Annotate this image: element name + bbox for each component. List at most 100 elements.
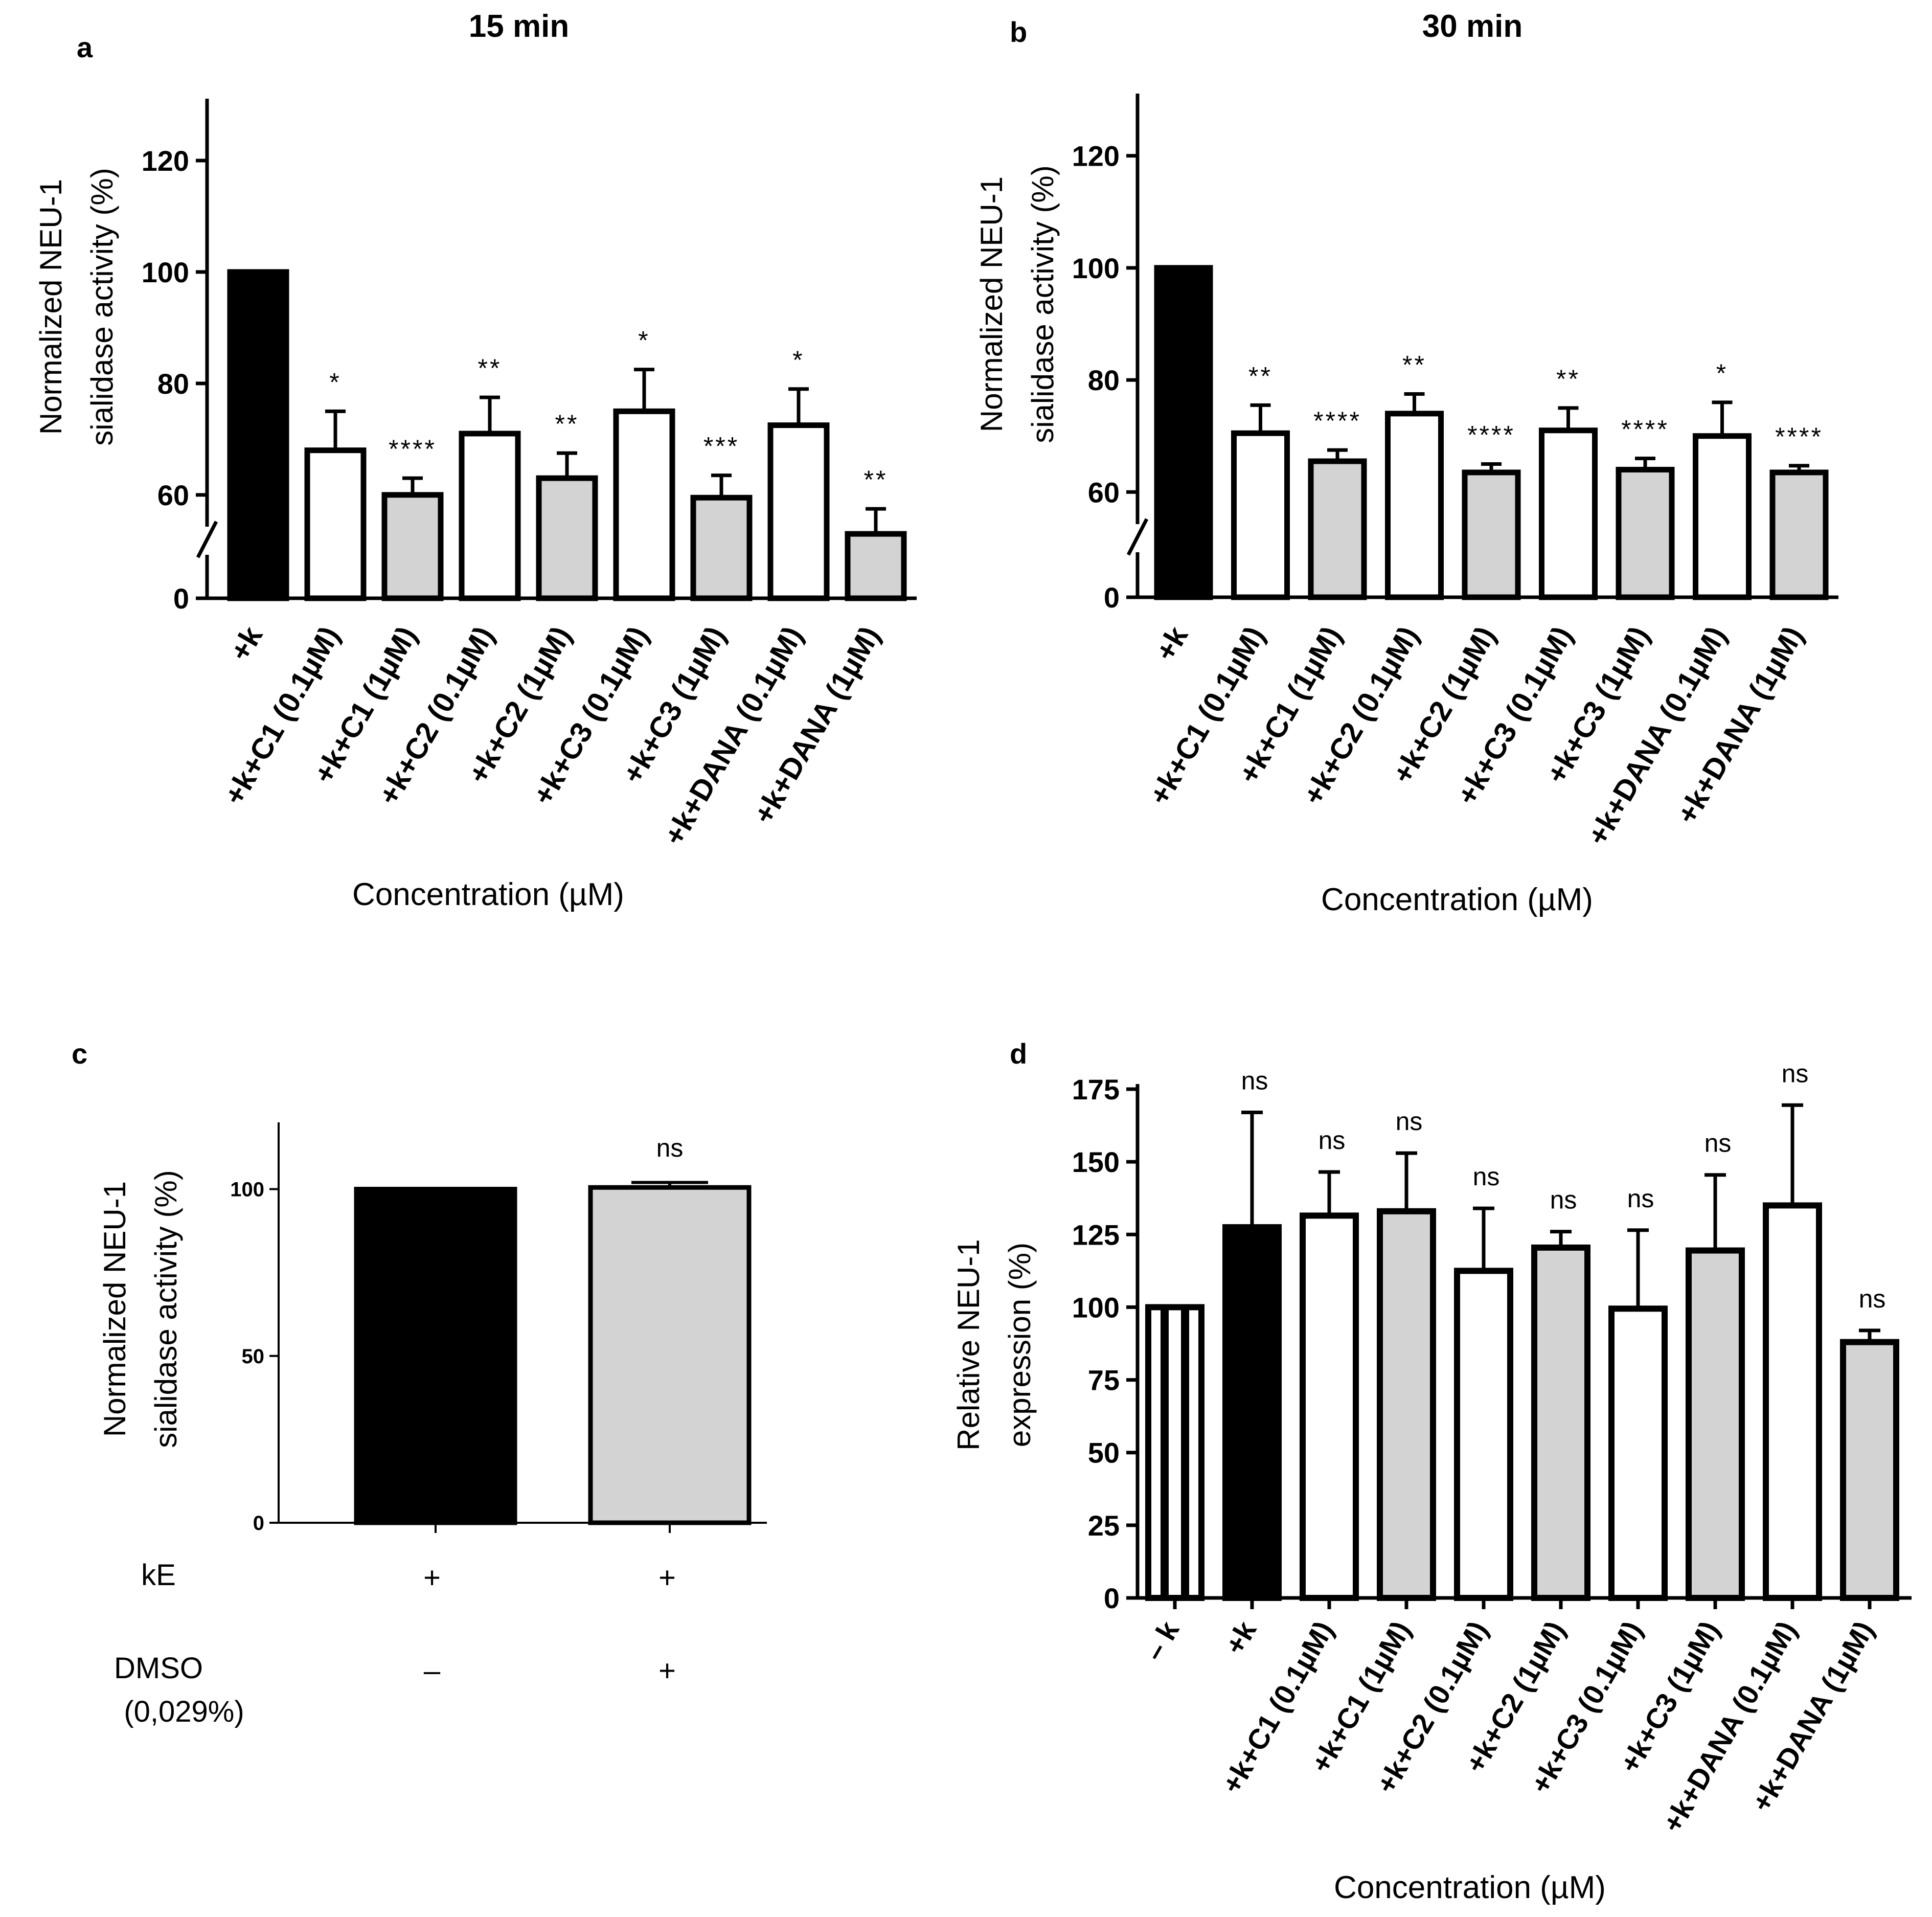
- bar: [1769, 469, 1829, 600]
- row-label: DMSO: [114, 1652, 203, 1685]
- x-axis-label: Concentration (µM): [1321, 882, 1593, 917]
- row-sublabel: (0,029%): [124, 1695, 244, 1728]
- row-label: kE: [141, 1559, 176, 1592]
- significance-label: ****: [1775, 422, 1823, 451]
- y-axis-label: Normalized NEU-1 sialidase activity (%): [974, 165, 1060, 443]
- bar: [845, 531, 907, 601]
- y-axis-label-line: Normalized NEU-1: [974, 176, 1009, 432]
- bar: [1231, 430, 1290, 600]
- y-axis-label-line: Normalized NEU-1: [98, 1181, 132, 1437]
- y-axis-label-line: expression (%): [1003, 1243, 1037, 1447]
- y-tick-label: 80: [157, 368, 189, 400]
- significance-label: *: [638, 326, 650, 355]
- y-axis-label-line: Normalized NEU-1: [34, 179, 68, 435]
- x-tick-label: +k: [223, 620, 269, 666]
- panel-c: c Normalized NEU-1 sialidase activity (%) 0…: [72, 1038, 767, 1728]
- bar: [613, 408, 675, 601]
- significance-label: **: [1556, 365, 1580, 393]
- axis-break-mark: [196, 521, 218, 558]
- y-tick-label: 100: [142, 256, 189, 288]
- panel-a: a 15 min Normalized NEU-1 sialidase activit…: [34, 9, 917, 912]
- x-tick-label: +k: [1218, 1615, 1263, 1660]
- bar: [1763, 1202, 1822, 1601]
- significance-label: ns: [1704, 1129, 1732, 1158]
- y-axis-label-line: sialidase activity (%): [149, 1170, 183, 1448]
- bar: [381, 492, 444, 601]
- y-axis-label: Normalized NEU-1 sialidase activity (%): [98, 1170, 183, 1448]
- row-value: +: [658, 1654, 676, 1687]
- y-axis-label-line: sialidase activity (%): [85, 168, 119, 446]
- significance-label: ns: [1241, 1066, 1268, 1095]
- y-tick-label: 80: [1088, 364, 1120, 396]
- bar: [354, 1187, 517, 1525]
- y-tick-label: 120: [1072, 140, 1120, 172]
- significance-label: ns: [1627, 1184, 1654, 1213]
- y-tick-label: 100: [230, 1179, 264, 1201]
- y-tick-label: 150: [1072, 1146, 1120, 1178]
- y-axis-label: Relative NEU-1 expression (%): [951, 1239, 1037, 1450]
- bar: [1222, 1224, 1282, 1602]
- y-tick-label: 175: [1072, 1073, 1120, 1106]
- panel-b: b 30 min Normalized NEU-1 sialidase activit…: [974, 9, 1838, 917]
- significance-label: ns: [1473, 1162, 1500, 1191]
- panel-letter: a: [77, 31, 93, 63]
- y-tick-label: 120: [142, 145, 189, 177]
- y-tick-label: 100: [1072, 1291, 1120, 1323]
- row-value: +: [423, 1561, 441, 1594]
- bar: [1145, 1304, 1204, 1601]
- significance-label: ns: [1396, 1107, 1423, 1136]
- bar: [227, 269, 289, 601]
- y-tick-label: 0: [1104, 1582, 1120, 1614]
- bar: [1308, 458, 1367, 600]
- significance-label: *: [792, 346, 804, 374]
- significance-label: **: [864, 465, 888, 494]
- x-tick-label: – k: [1138, 1615, 1186, 1666]
- significance-label: **: [1402, 350, 1426, 379]
- bar: [1377, 1208, 1436, 1602]
- y-tick-label: 125: [1072, 1219, 1120, 1251]
- row-value: +: [658, 1561, 676, 1594]
- panel-d: d Relative NEU-1 expression (%) 0 25 50 75 100 1…: [951, 1038, 1912, 1905]
- bar: [536, 475, 598, 601]
- x-tick-label: +k+DANA (0.1µM): [1656, 1616, 1803, 1838]
- bar: [304, 447, 367, 601]
- x-axis-label: Concentration (µM): [352, 877, 624, 912]
- panel-letter: c: [72, 1038, 87, 1070]
- bar: [588, 1185, 752, 1525]
- y-axis-label-line: Relative NEU-1: [951, 1239, 986, 1450]
- significance-label: **: [478, 354, 502, 382]
- significance-label: ***: [703, 432, 739, 461]
- y-tick-label: 25: [1088, 1509, 1120, 1542]
- y-tick-label: 0: [1104, 581, 1120, 614]
- y-tick-label: 60: [1088, 476, 1120, 508]
- chart-title: 30 min: [1422, 9, 1522, 44]
- y-tick-label: 50: [242, 1345, 265, 1368]
- y-tick-label: 100: [1072, 252, 1120, 284]
- y-tick-label: 60: [157, 479, 189, 511]
- bar: [767, 422, 830, 601]
- significance-label: ns: [1859, 1284, 1886, 1313]
- significance-label: *: [1716, 359, 1728, 388]
- y-tick-label: 0: [173, 582, 189, 615]
- bar: [1686, 1247, 1745, 1601]
- bar: [1693, 433, 1752, 600]
- x-tick-label: +k+DANA (0.1µM): [657, 621, 810, 851]
- bar: [1840, 1339, 1899, 1602]
- bar: [690, 494, 753, 601]
- y-tick-label: 75: [1088, 1364, 1120, 1396]
- y-axis-label-line: sialidase activity (%): [1026, 165, 1060, 443]
- x-tick-label: +k: [1149, 620, 1195, 666]
- axis-break-mark: [1126, 518, 1149, 556]
- bar: [1462, 469, 1521, 600]
- panel-letter: d: [1010, 1038, 1027, 1070]
- significance-label: ****: [1621, 415, 1669, 444]
- significance-label: ns: [1550, 1186, 1577, 1214]
- significance-label: ns: [1782, 1059, 1809, 1088]
- bar: [1531, 1244, 1590, 1601]
- significance-label: ****: [389, 435, 437, 463]
- bar: [1539, 427, 1598, 600]
- x-tick-label: +k+DANA (0.1µM): [1581, 621, 1733, 851]
- bar: [1608, 1305, 1668, 1602]
- significance-label: ns: [1319, 1126, 1346, 1155]
